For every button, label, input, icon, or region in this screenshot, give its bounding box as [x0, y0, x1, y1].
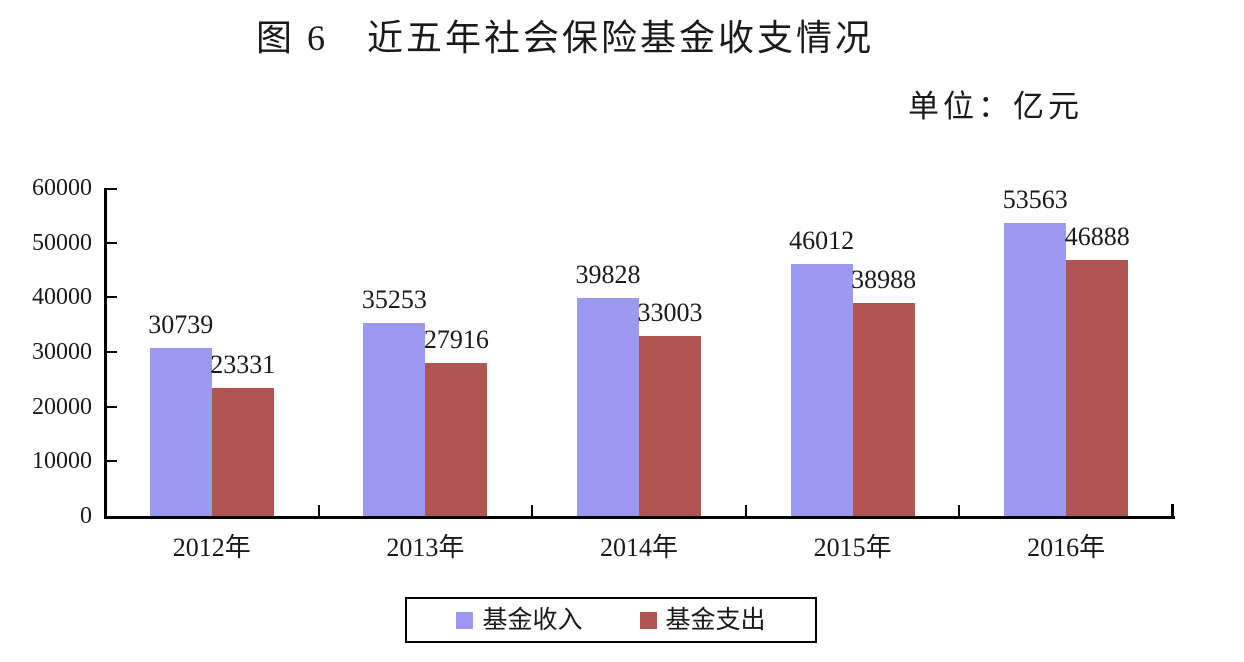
value-label-expense-1: 27916 — [423, 325, 489, 355]
y-tick — [107, 241, 117, 244]
bar-income-4 — [1004, 223, 1067, 516]
bar-expense-0 — [211, 388, 274, 516]
x-category-label-2: 2014年 — [599, 533, 678, 562]
value-label-income-1: 35253 — [361, 285, 427, 315]
x-tick — [744, 505, 747, 516]
bar-income-0 — [149, 347, 212, 516]
y-tick-label: 20000 — [32, 393, 92, 420]
bar-expense-1 — [425, 363, 488, 516]
x-tick — [958, 505, 961, 516]
bar-income-2 — [577, 298, 639, 516]
income-series-swatch — [456, 611, 474, 629]
x-category-label-0: 2012年 — [172, 533, 251, 562]
x-tick — [317, 505, 320, 516]
y-tick — [107, 188, 117, 190]
value-label-income-3: 46012 — [789, 226, 855, 256]
expense-series-swatch — [639, 611, 657, 629]
y-tick-label: 30000 — [32, 339, 92, 365]
y-tick-label: 60000 — [32, 175, 92, 201]
x-category-label-1: 2013年 — [386, 533, 465, 562]
legend-label-income: 基金收入 — [482, 606, 583, 634]
y-tick — [107, 296, 117, 299]
legend-label-expense: 基金支出 — [665, 606, 766, 634]
value-label-income-2: 39828 — [575, 260, 641, 290]
value-label-income-4: 53563 — [1002, 185, 1068, 215]
bar-income-3 — [790, 264, 853, 516]
chart-title: 图 6 近五年社会保险基金收支情况 — [256, 18, 875, 58]
x-category-label-4: 2016年 — [1027, 533, 1106, 562]
x-axis-end-tick — [1171, 504, 1174, 516]
legend-item-income: 基金收入 — [456, 606, 583, 634]
value-label-income-0: 30739 — [148, 309, 214, 339]
value-label-expense-0: 23331 — [210, 350, 276, 380]
y-tick-label: 10000 — [32, 448, 92, 475]
y-tick — [107, 351, 117, 353]
y-tick — [107, 405, 117, 408]
bar-expense-4 — [1066, 259, 1129, 516]
y-tick — [107, 460, 117, 463]
x-axis — [104, 516, 1175, 519]
y-tick-label: 0 — [80, 503, 92, 529]
bar-expense-2 — [639, 335, 701, 516]
unit-label: 单位：亿元 — [908, 89, 1083, 124]
x-tick — [531, 505, 534, 516]
legend-item-expense: 基金支出 — [639, 606, 766, 634]
value-label-expense-3: 38988 — [851, 264, 917, 294]
value-label-expense-2: 33003 — [637, 297, 703, 327]
y-tick-label: 40000 — [32, 284, 92, 311]
legend: 基金收入 基金支出 — [405, 597, 817, 643]
y-tick-label: 50000 — [32, 229, 92, 256]
value-label-expense-4: 46888 — [1064, 221, 1130, 251]
y-axis — [104, 188, 107, 519]
bar-expense-3 — [852, 302, 915, 516]
x-category-label-3: 2015年 — [813, 533, 892, 562]
bar-income-1 — [363, 323, 426, 516]
